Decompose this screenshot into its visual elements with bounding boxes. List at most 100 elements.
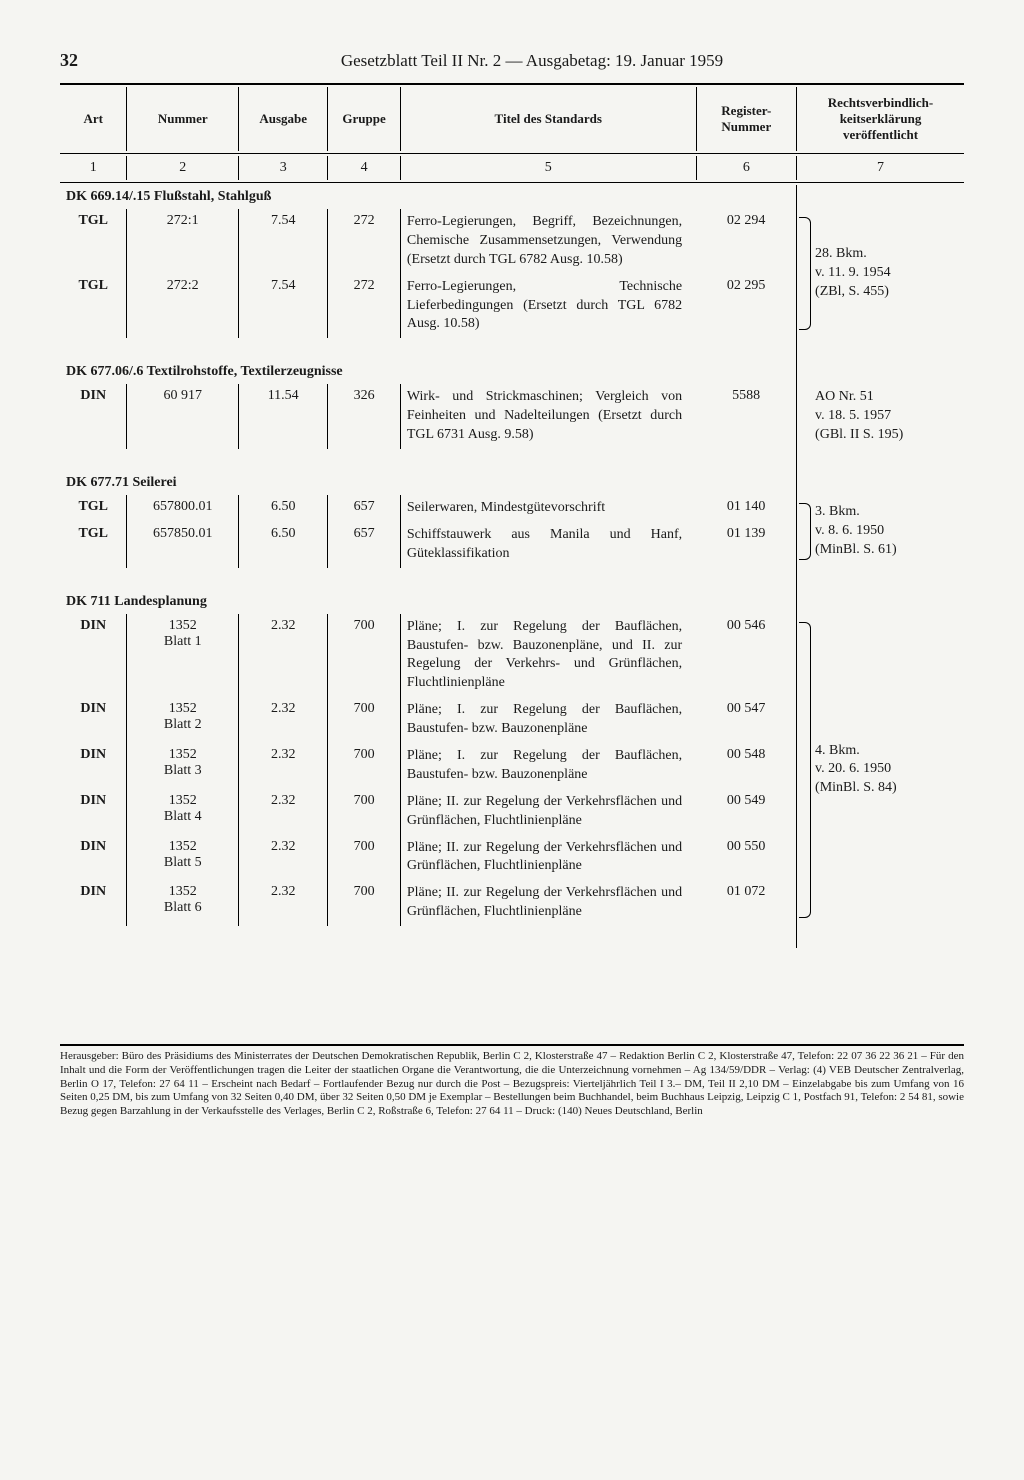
cell-register: 01 072 xyxy=(696,880,796,926)
cell-rechtsverbindlichkeit: 4. Bkm. v. 20. 6. 1950 (MinBl. S. 84) xyxy=(797,614,964,926)
table-row: TGL657800.016.50657Seilerwaren, Mindestg… xyxy=(60,495,964,522)
table-header-row: Art Nummer Ausgabe Gruppe Titel des Stan… xyxy=(60,87,964,151)
cell-nummer: 657850.01 xyxy=(127,522,239,568)
cell-rechtsverbindlichkeit: 28. Bkm. v. 11. 9. 1954 (ZBl, S. 455) xyxy=(797,209,964,338)
cell-nummer: 1352 Blatt 1 xyxy=(127,614,239,698)
section-heading-row: DK 711 Landesplanung xyxy=(60,590,964,614)
cell-art: DIN xyxy=(60,789,127,835)
cell-titel: Pläne; II. zur Regelung der Verkehrsfläc… xyxy=(400,789,696,835)
section-heading-row: DK 677.06/.6 Textilrohstoffe, Textilerze… xyxy=(60,360,964,384)
cell-ausgabe: 7.54 xyxy=(239,274,328,339)
cell-gruppe: 700 xyxy=(328,743,401,789)
cell-nummer: 1352 Blatt 6 xyxy=(127,880,239,926)
cell-nummer: 60 917 xyxy=(127,384,239,449)
col-index: 4 xyxy=(328,156,401,180)
table-row: TGL272:17.54272Ferro-Legierungen, Begrif… xyxy=(60,209,964,274)
section-heading: DK 711 Landesplanung xyxy=(60,590,696,614)
cell-register: 01 139 xyxy=(696,522,796,568)
cell-art: DIN xyxy=(60,697,127,743)
cell-gruppe: 700 xyxy=(328,614,401,698)
table-body: 1234567 DK 669.14/.15 Flußstahl, Stahlguß… xyxy=(60,151,964,948)
cell-titel: Ferro-Legierungen, Technische Lieferbedi… xyxy=(400,274,696,339)
cell-register: 00 549 xyxy=(696,789,796,835)
cell-art: TGL xyxy=(60,522,127,568)
footer-rule xyxy=(60,1044,964,1046)
cell-titel: Schiffstauwerk aus Manila und Hanf, Güte… xyxy=(400,522,696,568)
cell-titel: Ferro-Legierungen, Begriff, Bezeichnunge… xyxy=(400,209,696,274)
col-index: 2 xyxy=(127,156,239,180)
cell-ausgabe: 2.32 xyxy=(239,880,328,926)
cell-register: 02 295 xyxy=(696,274,796,339)
cell-register: 00 548 xyxy=(696,743,796,789)
cell-register: 5588 xyxy=(696,384,796,449)
table-row: DIN1352 Blatt 12.32700Pläne; I. zur Rege… xyxy=(60,614,964,698)
cell-gruppe: 657 xyxy=(328,522,401,568)
section-heading-row: DK 669.14/.15 Flußstahl, Stahlguß xyxy=(60,185,964,209)
cell-art: TGL xyxy=(60,274,127,339)
cell-rechtsverbindlichkeit: AO Nr. 51 v. 18. 5. 1957 (GBl. II S. 195… xyxy=(797,384,964,449)
cell-ausgabe: 2.32 xyxy=(239,835,328,881)
cell-register: 00 550 xyxy=(696,835,796,881)
cell-nummer: 1352 Blatt 5 xyxy=(127,835,239,881)
cell-titel: Pläne; I. zur Regelung der Bauflächen, B… xyxy=(400,614,696,698)
cell-gruppe: 700 xyxy=(328,697,401,743)
section-heading: DK 677.71 Seilerei xyxy=(60,471,696,495)
cell-titel: Pläne; I. zur Regelung der Bauflächen, B… xyxy=(400,743,696,789)
imprint-footer: Herausgeber: Büro des Präsidiums des Min… xyxy=(60,1038,964,1119)
cell-ausgabe: 2.32 xyxy=(239,743,328,789)
cell-ausgabe: 7.54 xyxy=(239,209,328,274)
cell-art: DIN xyxy=(60,743,127,789)
col-index: 6 xyxy=(696,156,796,180)
cell-nummer: 272:2 xyxy=(127,274,239,339)
cell-titel: Pläne; II. zur Regelung der Verkehrsfläc… xyxy=(400,880,696,926)
cell-nummer: 657800.01 xyxy=(127,495,239,522)
cell-gruppe: 272 xyxy=(328,274,401,339)
cell-gruppe: 326 xyxy=(328,384,401,449)
cell-ausgabe: 2.32 xyxy=(239,697,328,743)
cell-art: TGL xyxy=(60,495,127,522)
cell-register: 00 546 xyxy=(696,614,796,698)
cell-ausgabe: 2.32 xyxy=(239,789,328,835)
cell-art: DIN xyxy=(60,384,127,449)
rule xyxy=(60,83,964,85)
cell-register: 02 294 xyxy=(696,209,796,274)
page-title: Gesetzblatt Teil II Nr. 2 — Ausgabetag: … xyxy=(100,51,964,71)
cell-titel: Pläne; I. zur Regelung der Bauflächen, B… xyxy=(400,697,696,743)
cell-nummer: 272:1 xyxy=(127,209,239,274)
cell-rechtsverbindlichkeit: 3. Bkm. v. 8. 6. 1950 (MinBl. S. 61) xyxy=(797,495,964,568)
cell-gruppe: 700 xyxy=(328,880,401,926)
col-header-ausgabe: Ausgabe xyxy=(239,87,328,151)
cell-art: DIN xyxy=(60,614,127,698)
col-index: 5 xyxy=(400,156,696,180)
col-header-register: Register-Nummer xyxy=(696,87,796,151)
imprint-text: Herausgeber: Büro des Präsidiums des Min… xyxy=(60,1050,964,1119)
col-index: 1 xyxy=(60,156,127,180)
cell-ausgabe: 11.54 xyxy=(239,384,328,449)
section-heading: DK 669.14/.15 Flußstahl, Stahlguß xyxy=(60,185,696,209)
cell-nummer: 1352 Blatt 3 xyxy=(127,743,239,789)
cell-art: DIN xyxy=(60,835,127,881)
col-index: 3 xyxy=(239,156,328,180)
column-index-row: 1234567 xyxy=(60,156,964,180)
cell-ausgabe: 2.32 xyxy=(239,614,328,698)
cell-gruppe: 657 xyxy=(328,495,401,522)
section-heading: DK 677.06/.6 Textilrohstoffe, Textilerze… xyxy=(60,360,696,384)
col-header-gruppe: Gruppe xyxy=(328,87,401,151)
cell-gruppe: 700 xyxy=(328,789,401,835)
cell-register: 00 547 xyxy=(696,697,796,743)
cell-gruppe: 272 xyxy=(328,209,401,274)
cell-titel: Seilerwaren, Mindestgütevorschrift xyxy=(400,495,696,522)
col-header-titel: Titel des Standards xyxy=(400,87,696,151)
page-number: 32 xyxy=(60,50,100,71)
section-heading-row: DK 677.71 Seilerei xyxy=(60,471,964,495)
cell-register: 01 140 xyxy=(696,495,796,522)
cell-titel: Wirk- und Strickmaschinen; Vergleich von… xyxy=(400,384,696,449)
table-row: DIN60 91711.54326Wirk- und Strickmaschin… xyxy=(60,384,964,449)
cell-ausgabe: 6.50 xyxy=(239,495,328,522)
col-header-art: Art xyxy=(60,87,127,151)
col-header-rechts: Rechtsverbindlich-keitserklärung veröffe… xyxy=(797,87,964,151)
cell-titel: Pläne; II. zur Regelung der Verkehrsfläc… xyxy=(400,835,696,881)
cell-nummer: 1352 Blatt 2 xyxy=(127,697,239,743)
cell-art: TGL xyxy=(60,209,127,274)
cell-nummer: 1352 Blatt 4 xyxy=(127,789,239,835)
